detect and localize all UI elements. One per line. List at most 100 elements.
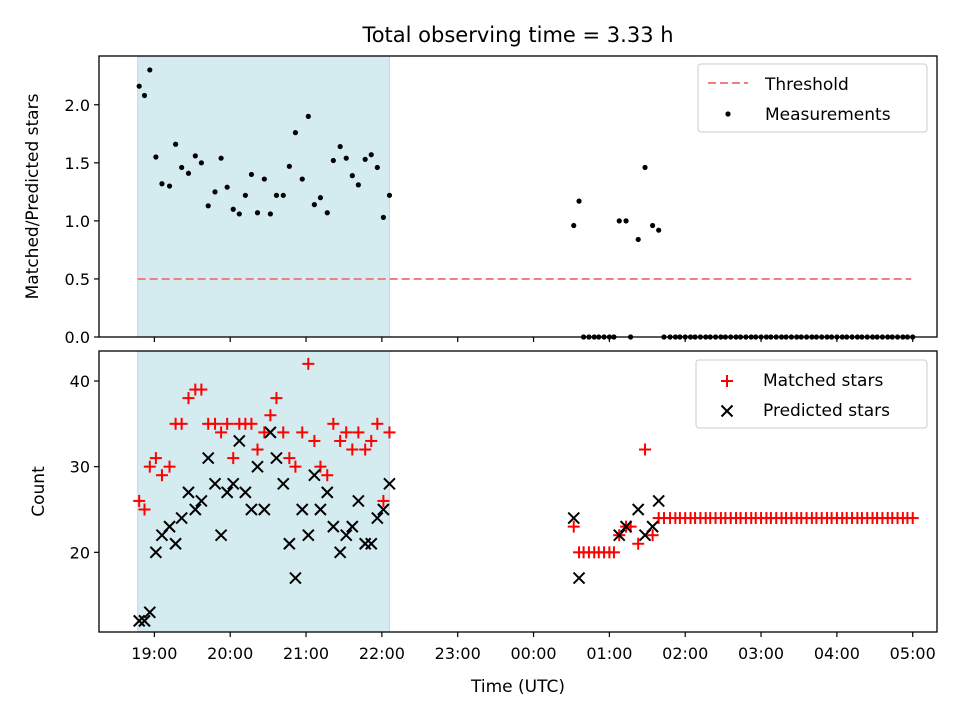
measurement-point [179, 164, 185, 171]
measurement-point [267, 211, 273, 217]
matched-star-point [209, 417, 222, 430]
y-tick-label: 0.5 [65, 270, 90, 289]
matched-star-point [383, 426, 396, 439]
legend-matched-swatch [721, 375, 733, 387]
measurement-point [224, 184, 230, 190]
matched-star-point [258, 426, 271, 439]
matched-star-point [143, 460, 156, 473]
measurement-point [136, 83, 142, 89]
matched-star-point [149, 452, 162, 465]
count-y-axis-label: Count [29, 466, 49, 517]
measurement-point [380, 214, 386, 221]
predicted-star-point [652, 494, 665, 508]
predicted-star-point [189, 503, 202, 516]
matched-star-point [296, 426, 309, 439]
matched-star-point [365, 434, 378, 447]
measurement-point [576, 198, 582, 204]
predicted-star-point [321, 486, 334, 499]
measurement-point [273, 192, 280, 198]
legend-threshold-label: Threshold [764, 75, 849, 95]
measurement-point [254, 210, 261, 216]
predicted-star-point [270, 451, 283, 465]
chart-title: Total observing time = 3.33 h [361, 23, 673, 47]
measurement-point [616, 218, 622, 224]
measurement-point [185, 170, 192, 176]
predicted-star-point [340, 528, 353, 542]
predicted-star-point [327, 520, 340, 533]
matched-star-point [133, 494, 146, 507]
measurement-point [198, 160, 204, 166]
measurement-point [218, 155, 224, 161]
x-tick-label: 21:00 [283, 644, 329, 663]
y-tick-label: 1.5 [65, 154, 90, 173]
matched-star-point [138, 503, 151, 516]
measurement-point [153, 154, 159, 160]
matched-star-point [264, 409, 277, 422]
measurement-point [212, 189, 218, 195]
observing-window-span [137, 55, 390, 338]
y-tick-label: 20 [70, 543, 90, 562]
predicted-star-point [208, 477, 222, 490]
predicted-star-point [227, 477, 240, 490]
predicted-star-point [567, 511, 580, 525]
predicted-star-point [149, 546, 163, 559]
ratio-legend: Threshold Measurements [697, 63, 928, 133]
count-plot-frame [98, 350, 938, 633]
x-tick-label: 20:00 [207, 644, 253, 663]
predicted-star-point [371, 511, 384, 525]
matched-star-point [221, 417, 234, 430]
matched-star-point [340, 426, 353, 439]
legend-measurements-swatch [725, 111, 731, 117]
predicted-star-point [352, 494, 365, 508]
matched-star-point [289, 460, 302, 473]
matched-star-point [377, 494, 390, 507]
matched-star-point [646, 529, 659, 542]
measurement-point [386, 192, 393, 198]
matched-star-point [195, 383, 208, 396]
matched-star-point [314, 460, 327, 473]
legend-matched-label: Matched stars [763, 371, 883, 391]
predicted-star-point [619, 520, 633, 533]
predicted-star-point [175, 511, 188, 525]
measurement-point [192, 153, 198, 159]
predicted-star-point [132, 614, 146, 628]
measurement-point [242, 192, 248, 198]
measurement-point [292, 130, 299, 136]
legend-measurements-label: Measurements [765, 105, 891, 125]
measurement-point [248, 171, 255, 178]
y-tick-label: 2.0 [65, 96, 90, 115]
predicted-star-point [251, 460, 264, 473]
matched-star-point [302, 357, 315, 370]
predicted-star-point [646, 520, 659, 533]
matched-star-point [321, 469, 334, 482]
x-tick-label: 02:00 [662, 644, 708, 663]
matched-star-point [371, 417, 384, 430]
predicted-star-point [383, 477, 396, 490]
x-tick-label: 22:00 [359, 644, 405, 663]
x-tick-label: 05:00 [890, 644, 936, 663]
ratio-axes: 0.0 0.5 1.0 1.5 2.0 [65, 96, 914, 347]
ratio-legend-box [697, 63, 928, 133]
measurement-point [166, 183, 173, 189]
ratio-y-axis-label: Matched/Predicted stars [23, 93, 43, 299]
measurement-point [230, 206, 236, 212]
matched-star-point [283, 452, 296, 465]
matched-star-point [352, 426, 365, 439]
measurement-point [172, 141, 179, 147]
predicted-star-point [377, 503, 390, 516]
measurement-point [159, 181, 165, 187]
measurement-point [280, 192, 286, 198]
predicted-star-point [264, 426, 277, 439]
measurement-point [305, 113, 311, 119]
predicted-star-point [631, 503, 645, 516]
count-axes: 20 30 40 19:00 20:00 21:00 22:00 23:00 00:00 01:0… [70, 372, 936, 663]
x-tick-label: 01:00 [586, 644, 632, 663]
count-legend-box [695, 359, 928, 429]
predicted-star-point [233, 434, 246, 448]
predicted-star-point [346, 520, 359, 533]
matched-star-point [245, 417, 258, 430]
predicted-star-point [314, 503, 327, 516]
measurement-point [205, 203, 211, 209]
measurement-point [337, 143, 343, 150]
count-points [132, 357, 919, 628]
